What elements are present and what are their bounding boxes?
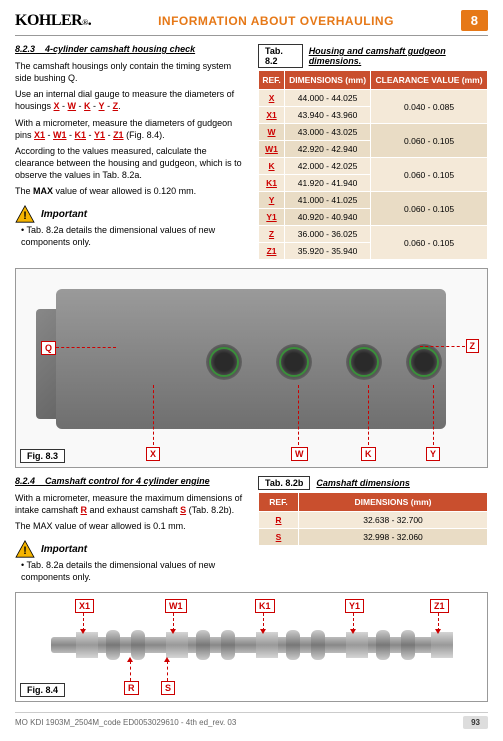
fig83-label: Fig. 8.3 [20, 449, 65, 463]
callout-y: Y [426, 447, 440, 461]
tab82-header: Tab. 8.2 Housing and camshaft gudgeon di… [258, 44, 488, 68]
svg-text:!: ! [23, 545, 27, 557]
table-row: W43.000 - 43.0250.060 - 0.105 [259, 124, 488, 141]
callout-y1: Y1 [345, 599, 364, 613]
footer-code: MO KDI 1903M_2504M_code ED0053029610 - 4… [15, 718, 236, 727]
section-824-heading: 8.2.4 Camshaft control for 4 cylinder en… [15, 476, 248, 486]
callout-r: R [124, 681, 139, 695]
th-ref-b: REF. [259, 493, 299, 512]
callout-q: Q [41, 341, 56, 355]
figure-8-4: X1 W1 K1 Y1 Z1 R S Fig. 8.4 [15, 592, 488, 702]
warning-icon: ! [15, 205, 35, 223]
table-82: REF. DIMENSIONS (mm) CLEARANCE VALUE (mm… [258, 70, 488, 260]
page-header: KOHLER®. INFORMATION ABOUT OVERHAULING 8 [15, 10, 488, 36]
p-823-3: With a micrometer, measure the diameters… [15, 117, 248, 141]
callout-s: S [161, 681, 175, 695]
th-clr: CLEARANCE VALUE (mm) [371, 71, 488, 90]
table-row: X44.000 - 44.0250.040 - 0.085 [259, 90, 488, 107]
svg-text:!: ! [23, 210, 27, 222]
p-823-5: The MAX value of wear allowed is 0.120 m… [15, 185, 248, 197]
tab82-title: Housing and camshaft gudgeon dimensions. [309, 46, 488, 66]
fig84-label: Fig. 8.4 [20, 683, 65, 697]
tab82b-title: Camshaft dimensions [316, 478, 410, 488]
th-dim: DIMENSIONS (mm) [285, 71, 371, 90]
header-title: INFORMATION ABOUT OVERHAULING [158, 14, 394, 28]
table-row: Y41.000 - 41.0250.060 - 0.105 [259, 192, 488, 209]
table-row: Z36.000 - 36.0250.060 - 0.105 [259, 226, 488, 243]
p-824-1: With a micrometer, measure the maximum d… [15, 492, 248, 516]
table-row: S32.998 - 32.060 [259, 529, 488, 546]
p-824-2: The MAX value of wear allowed is 0.1 mm. [15, 520, 248, 532]
callout-k: K [361, 447, 376, 461]
callout-z1: Z1 [430, 599, 449, 613]
tab82b-header: Tab. 8.2b Camshaft dimensions [258, 476, 488, 490]
callout-w1: W1 [165, 599, 187, 613]
bullet-824: • Tab. 8.2a details the dimensional valu… [15, 560, 248, 583]
p-823-2: Use an internal dial gauge to measure th… [15, 88, 248, 112]
section-823-heading: 8.2.3 4-cylinder camshaft housing check [15, 44, 248, 54]
bullet-823: • Tab. 8.2a details the dimensional valu… [15, 225, 248, 248]
callout-z: Z [466, 339, 480, 353]
important-row-1: ! Important [15, 205, 248, 223]
table-row: R32.638 - 32.700 [259, 512, 488, 529]
important-row-2: ! Important [15, 540, 248, 558]
table-82b: REF. DIMENSIONS (mm) R32.638 - 32.700S32… [258, 492, 488, 546]
important-label-2: Important [41, 544, 87, 555]
chapter-badge: 8 [461, 10, 488, 31]
tab82-badge: Tab. 8.2 [258, 44, 303, 68]
callout-x1: X1 [75, 599, 94, 613]
important-label-1: Important [41, 209, 87, 220]
figure-8-3: Q Z X W K Y Fig. 8.3 [15, 268, 488, 468]
page-number: 93 [463, 716, 488, 729]
callout-w: W [291, 447, 308, 461]
table-row: K42.000 - 42.0250.060 - 0.105 [259, 158, 488, 175]
th-ref: REF. [259, 71, 285, 90]
logo: KOHLER®. [15, 12, 91, 30]
warning-icon: ! [15, 540, 35, 558]
p-823-1: The camshaft housings only contain the t… [15, 60, 248, 84]
page-footer: MO KDI 1903M_2504M_code ED0053029610 - 4… [15, 712, 488, 729]
p-823-4: According to the values measured, calcul… [15, 145, 248, 181]
callout-k1: K1 [255, 599, 275, 613]
tab82b-badge: Tab. 8.2b [258, 476, 310, 490]
th-dim-b: DIMENSIONS (mm) [299, 493, 488, 512]
callout-x: X [146, 447, 160, 461]
